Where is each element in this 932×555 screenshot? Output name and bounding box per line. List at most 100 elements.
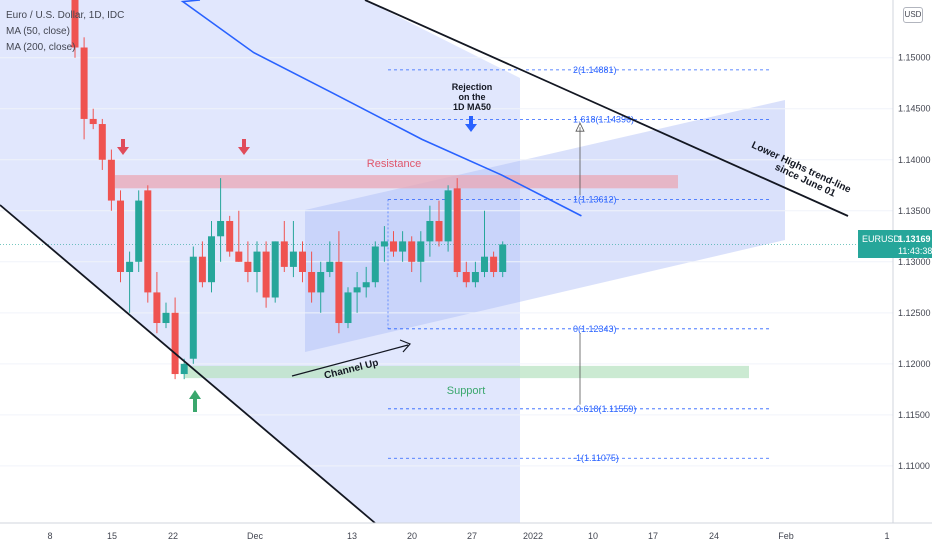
legend-title: Euro / U.S. Dollar, 1D, IDC bbox=[6, 10, 125, 21]
y-tick-label: 1.14000 bbox=[898, 155, 931, 165]
candle-body bbox=[426, 220, 434, 242]
candle-body bbox=[262, 251, 270, 298]
y-tick-label: 1.12000 bbox=[898, 359, 931, 369]
channel-up-arrowhead bbox=[399, 339, 412, 353]
candle-body bbox=[198, 256, 206, 283]
candle-body bbox=[226, 220, 234, 252]
candle-body bbox=[89, 118, 97, 125]
rejection-label-line: 1D MA50 bbox=[453, 102, 491, 112]
badge-countdown: 11:43:38 bbox=[898, 246, 932, 256]
candle-body bbox=[371, 246, 379, 283]
badge-price: 1.13169 bbox=[898, 234, 931, 244]
x-tick-label: Dec bbox=[247, 531, 264, 541]
channel-up-arrow-line bbox=[291, 344, 409, 377]
candle-body bbox=[490, 256, 498, 272]
sell-arrow-right-head bbox=[238, 147, 250, 155]
x-tick-label: 24 bbox=[709, 531, 719, 541]
support-label: Support bbox=[447, 385, 486, 397]
candle-body bbox=[217, 220, 225, 237]
legend-ma200: MA (200, close) bbox=[6, 42, 76, 53]
candle-body bbox=[462, 272, 470, 283]
x-tick-label: 20 bbox=[407, 531, 417, 541]
lower-highs-trend-line bbox=[364, 0, 849, 217]
rejection-arrow-shaft bbox=[469, 116, 473, 124]
y-tick-label: 1.14500 bbox=[898, 104, 931, 114]
candle-body bbox=[171, 312, 179, 375]
candle-body bbox=[126, 261, 134, 272]
resistance-zone bbox=[115, 175, 678, 189]
legend-ma50: MA (50, close) bbox=[6, 26, 70, 37]
candle-body bbox=[71, 0, 79, 48]
fib-level-label: -0.618(1.11559) bbox=[573, 404, 636, 414]
candle-body bbox=[380, 241, 388, 247]
candle-body bbox=[144, 190, 152, 293]
candle-body bbox=[444, 190, 452, 242]
descending-support-line bbox=[0, 204, 376, 524]
rejection-label-line: Rejection bbox=[452, 82, 493, 92]
candle-body bbox=[417, 241, 425, 262]
candle-body bbox=[399, 241, 407, 252]
buy-arrow-shaft bbox=[193, 399, 197, 412]
candle-body bbox=[80, 47, 88, 119]
price-zones: Resistance Support bbox=[115, 158, 749, 397]
candle-body bbox=[308, 272, 316, 293]
y-tick-label: 1.11500 bbox=[898, 410, 930, 420]
ma50-line bbox=[180, 0, 582, 217]
rising-channel bbox=[305, 100, 785, 352]
candle-body bbox=[289, 251, 297, 267]
candle-body bbox=[244, 261, 252, 272]
support-zone bbox=[185, 365, 749, 379]
x-tick-label: 13 bbox=[347, 531, 357, 541]
x-tick-label: 2022 bbox=[523, 531, 543, 541]
x-tick-label: 1 bbox=[884, 531, 889, 541]
candle-body bbox=[481, 256, 488, 272]
y-tick-label: 1.15000 bbox=[898, 53, 931, 63]
fib-level-label: 2(1.14881) bbox=[573, 65, 617, 75]
candle-body bbox=[344, 292, 352, 324]
rejection-label-line: on the bbox=[459, 92, 486, 102]
candle-body bbox=[117, 200, 124, 272]
candle-body bbox=[435, 220, 443, 242]
candle-body bbox=[326, 261, 334, 272]
trend-lines bbox=[0, 0, 849, 524]
y-tick-label: 1.12500 bbox=[898, 308, 931, 318]
candle-body bbox=[162, 312, 170, 324]
candle-body bbox=[317, 272, 325, 293]
sell-arrow-left-head bbox=[117, 147, 129, 155]
candle-body bbox=[189, 256, 197, 359]
moving-average bbox=[180, 0, 582, 217]
candle-body bbox=[335, 261, 343, 324]
x-tick-label: 10 bbox=[588, 531, 598, 541]
resistance-label: Resistance bbox=[367, 158, 421, 170]
last-price-badge: EURUSD 1.13169 11:43:38 bbox=[858, 230, 932, 258]
candle-body bbox=[153, 292, 161, 324]
badge-symbol: EURUSD bbox=[862, 234, 901, 244]
x-tick-label: 8 bbox=[47, 531, 52, 541]
x-tick-label: Feb bbox=[778, 531, 794, 541]
candle-body bbox=[135, 200, 143, 262]
y-tick-label: 1.13000 bbox=[898, 257, 931, 267]
currency-button[interactable]: USD bbox=[903, 7, 923, 23]
candle-body bbox=[253, 251, 261, 272]
candle-body bbox=[362, 282, 370, 288]
candle-body bbox=[271, 241, 279, 298]
candle-body bbox=[98, 124, 106, 160]
candle-body bbox=[471, 272, 479, 283]
candle-body bbox=[453, 188, 461, 272]
fibonacci-extension: 2(1.14881) 1.618(1.14396) 1(1.13612) 0(1.12… bbox=[387, 65, 772, 463]
candle-body bbox=[180, 363, 188, 375]
x-tick-label: 27 bbox=[467, 531, 477, 541]
candle-body bbox=[107, 159, 115, 201]
candle-body bbox=[299, 251, 306, 272]
fib-level-label: -1(1.11075) bbox=[573, 453, 619, 463]
arrow-markers bbox=[117, 116, 477, 412]
candle-body bbox=[235, 251, 243, 262]
x-tick-label: 15 bbox=[107, 531, 117, 541]
candle-body bbox=[353, 287, 361, 293]
candle-body bbox=[390, 241, 397, 252]
rejection-arrow-head bbox=[465, 124, 477, 132]
candle-body bbox=[208, 236, 215, 283]
candle-body bbox=[499, 244, 507, 272]
